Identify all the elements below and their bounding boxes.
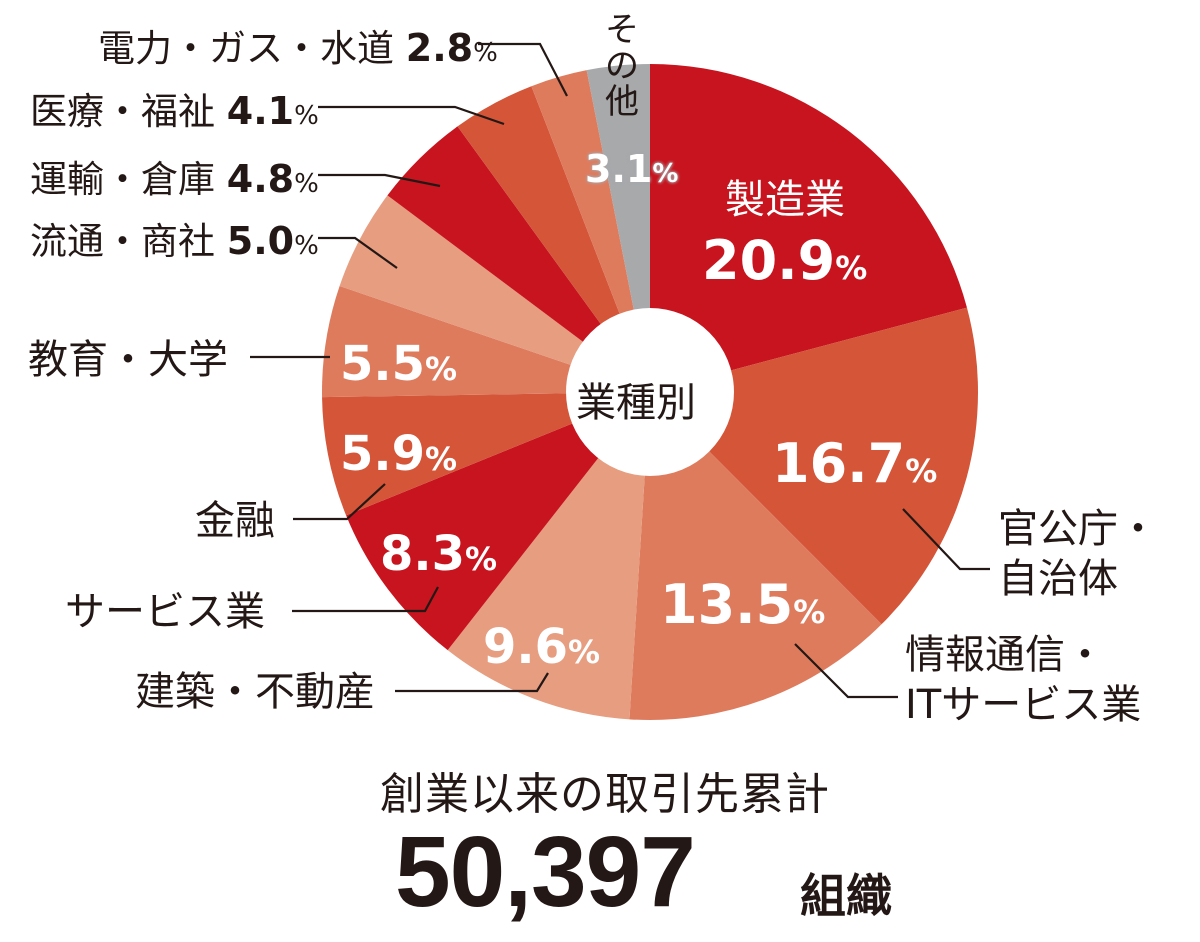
pie-slice (629, 392, 882, 720)
label-utilities: 電力・ガス・水道 2.8% (98, 29, 498, 67)
label-medical: 医療・福祉 4.1% (30, 92, 319, 130)
label-manufacturing-name: 製造業 (725, 177, 845, 223)
label-transport: 運輸・倉庫 4.8% (30, 160, 319, 198)
label-it-line2: ITサービス業 (905, 682, 1142, 728)
label-other-value: 3.1% (585, 150, 678, 188)
pct-sign: % (425, 350, 458, 388)
pct-sign: % (835, 249, 868, 287)
label-other-name: その他 (602, 12, 642, 120)
value: 8.3 (380, 526, 466, 582)
pie-slice (457, 86, 650, 392)
label-distribution-value: 5.0 (226, 219, 295, 263)
label-service: サービス業 (65, 589, 265, 635)
label-transport-name: 運輸・倉庫 (30, 158, 215, 201)
pie-slice (447, 392, 650, 720)
pct-sign: % (568, 633, 601, 671)
pct-sign: % (473, 38, 498, 68)
label-other-char: の (605, 46, 639, 86)
label-construction-value: 9.6% (483, 623, 600, 671)
label-finance-value: 5.9% (340, 430, 457, 478)
total-value: 50,397 (395, 816, 696, 928)
total-unit: 組織 (800, 869, 892, 923)
leader-lines (250, 42, 990, 699)
label-medical-value: 4.1 (226, 89, 295, 133)
label-it-line1: 情報通信・ (905, 632, 1105, 678)
label-government-line2: 自治体 (998, 556, 1118, 602)
pct-sign: % (294, 101, 319, 131)
total-title: 創業以来の取引先累計 (380, 769, 830, 820)
value: 13.5 (660, 573, 794, 636)
label-medical-name: 医療・福祉 (30, 90, 215, 133)
label-construction: 建築・不動産 (135, 669, 375, 715)
pie-slice (339, 195, 650, 392)
label-government-line1: 官公庁・ (998, 506, 1158, 552)
pct-sign: % (905, 452, 938, 490)
label-other-char: 他 (605, 82, 639, 122)
center-label: 業種別 (576, 380, 696, 426)
label-government: 官公庁・ 自治体 (998, 504, 1158, 604)
pct-sign: % (425, 440, 458, 478)
value: 5.5 (340, 336, 426, 392)
center-hole (566, 308, 734, 476)
label-manufacturing-value: 20.9% (702, 234, 867, 288)
label-utilities-name: 電力・ガス・水道 (98, 27, 394, 70)
value: 16.7 (772, 432, 906, 495)
pct-sign: % (465, 540, 498, 578)
pct-sign: % (793, 593, 826, 631)
pie-slice (322, 285, 650, 398)
label-distribution-name: 流通・商社 (30, 220, 215, 263)
pie-slices (322, 64, 978, 720)
label-government-value: 16.7% (772, 437, 937, 491)
pie-slice (322, 392, 650, 516)
pie-slice (346, 392, 650, 651)
value: 3.1 (585, 147, 653, 191)
pie-slice (531, 70, 650, 393)
label-it: 情報通信・ ITサービス業 (905, 630, 1141, 730)
value: 9.6 (483, 619, 569, 675)
label-education: 教育・大学 (28, 337, 228, 383)
value: 20.9 (702, 229, 836, 292)
pct-sign: % (294, 231, 319, 261)
label-education-value: 5.5% (340, 340, 457, 388)
label-transport-value: 4.8 (226, 157, 295, 201)
value: 5.9 (340, 426, 426, 482)
label-it-value: 13.5% (660, 578, 825, 632)
pct-sign: % (294, 169, 319, 199)
label-other-char: そ (605, 10, 639, 50)
pie-slice (387, 126, 650, 392)
label-finance: 金融 (195, 498, 275, 544)
label-service-value: 8.3% (380, 530, 497, 578)
pct-sign: % (652, 159, 679, 189)
label-distribution: 流通・商社 5.0% (30, 222, 319, 260)
pie-slice (650, 64, 967, 392)
label-utilities-value: 2.8 (405, 26, 474, 70)
